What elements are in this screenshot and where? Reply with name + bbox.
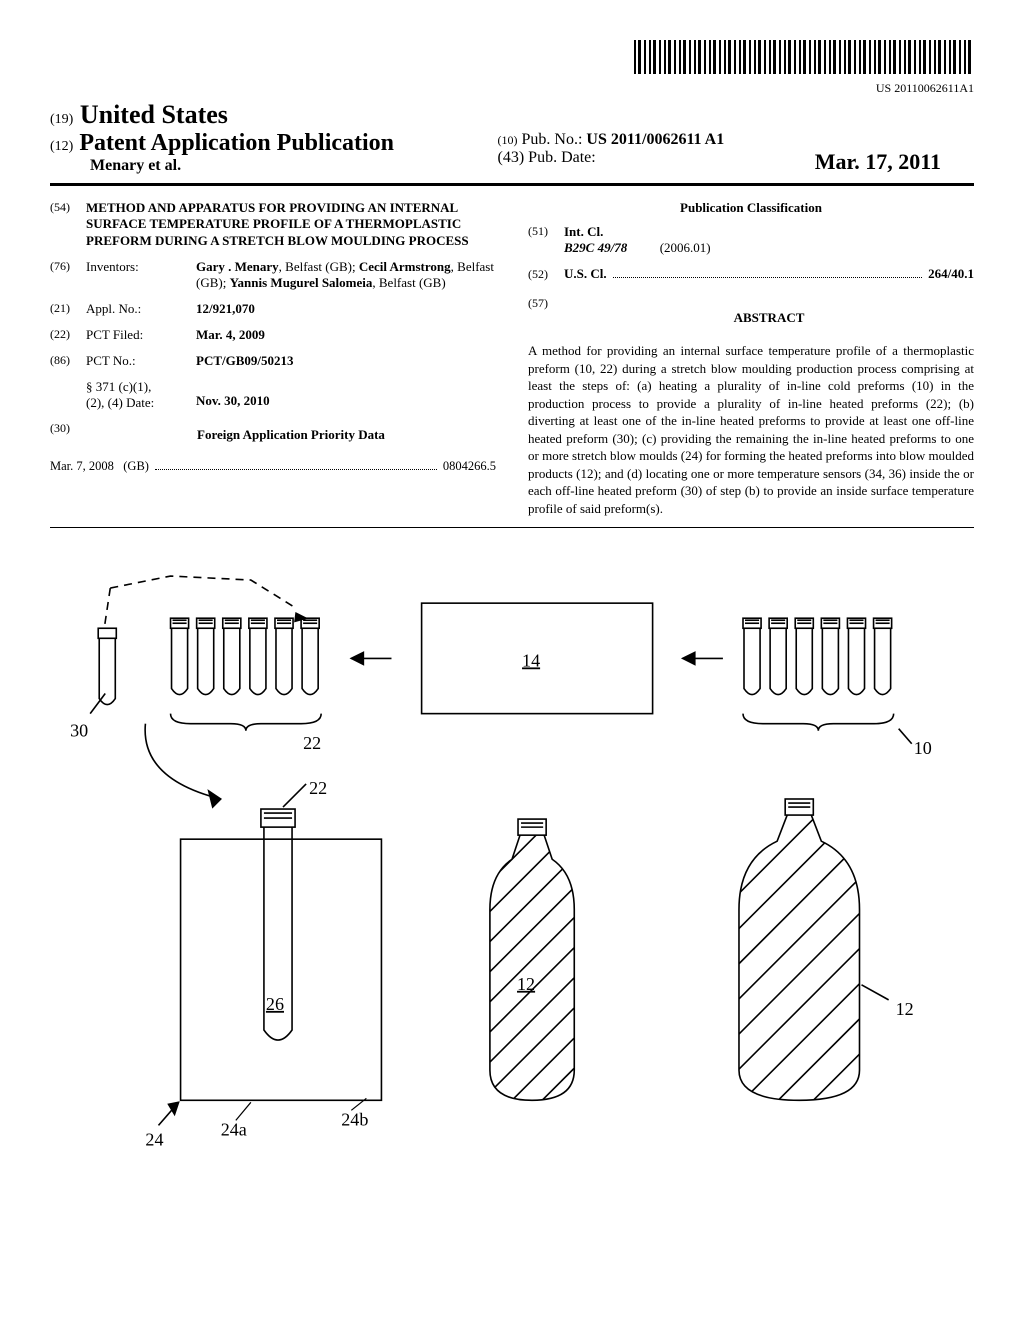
label-30: 30	[70, 721, 88, 741]
label-12a: 12	[517, 974, 535, 994]
intcl-year: (2006.01)	[660, 240, 711, 255]
priority-heading: Foreign Application Priority Data	[86, 427, 496, 443]
pub-type: Patent Application Publication	[79, 130, 394, 156]
label-22a: 22	[303, 733, 321, 753]
intcl-label: Int. Cl.	[564, 224, 974, 240]
appl-num-val: 12/921,070	[196, 301, 496, 317]
uscl-val: 264/40.1	[928, 266, 974, 282]
intcl-code: B29C 49/78	[564, 240, 627, 255]
inventors-val: Gary . Menary, Belfast (GB); Cecil Armst…	[196, 259, 496, 291]
label-24a: 24a	[221, 1120, 247, 1140]
label-24b: 24b	[341, 1110, 368, 1130]
uscl-dots	[613, 267, 923, 278]
pub-date: Mar. 17, 2011	[815, 149, 941, 175]
label-10: 10	[914, 738, 932, 758]
pub-date-label: Pub. Date:	[528, 149, 596, 166]
priority-dots	[155, 459, 437, 470]
header-rule	[50, 183, 974, 186]
inventors-num: (76)	[50, 259, 86, 291]
label-24: 24	[145, 1130, 163, 1150]
barcode-number: US 20110062611A1	[50, 81, 974, 96]
intcl-num: (51)	[528, 224, 564, 256]
priority-date: Mar. 7, 2008	[50, 459, 114, 474]
uscl-num: (52)	[528, 267, 564, 282]
pct-filed-num: (22)	[50, 327, 86, 343]
appl-num-num: (21)	[50, 301, 86, 317]
label-22b: 22	[309, 778, 327, 798]
patent-title: METHOD AND APPARATUS FOR PROVIDING AN IN…	[86, 200, 496, 249]
classification-heading: Publication Classification	[528, 200, 974, 216]
label-12b: 12	[896, 999, 914, 1019]
priority-num: (30)	[50, 421, 86, 449]
patent-figure: 30 22 22 10 14 26 12 12 24 24a 24b	[50, 568, 974, 1196]
abstract-text: A method for providing an internal surfa…	[528, 342, 974, 517]
pub-type-prefix: (12)	[50, 139, 73, 154]
pct-no-label: PCT No.:	[86, 353, 196, 369]
label-26: 26	[266, 994, 284, 1014]
pub-date-prefix: (43)	[498, 149, 525, 166]
pct-filed-val: Mar. 4, 2009	[196, 327, 496, 343]
figure-svg: 30 22 22 10 14 26 12 12 24 24a 24b	[50, 568, 974, 1191]
pct-no-num: (86)	[50, 353, 86, 369]
abstract-heading: ABSTRACT	[564, 310, 974, 326]
pct-no-val: PCT/GB09/50213	[196, 353, 496, 369]
section-371b: (2), (4) Date:	[86, 395, 154, 410]
country-name: United States	[80, 100, 228, 129]
authors: Menary et al.	[90, 157, 494, 175]
abstract-num: (57)	[528, 296, 564, 332]
section-371-date: Nov. 30, 2010	[196, 379, 496, 411]
barcode	[634, 40, 974, 74]
inventors-label: Inventors:	[86, 259, 196, 291]
pub-no-prefix: (10)	[498, 133, 518, 147]
title-num: (54)	[50, 200, 86, 249]
pct-filed-label: PCT Filed:	[86, 327, 196, 343]
label-14: 14	[522, 651, 540, 671]
country-prefix: (19)	[50, 112, 73, 127]
body-rule	[50, 527, 974, 528]
pub-no-label: Pub. No.:	[522, 131, 583, 148]
priority-app: 0804266.5	[443, 459, 496, 474]
barcode-block: US 20110062611A1	[50, 40, 974, 96]
section-371a: § 371 (c)(1),	[86, 379, 151, 394]
pub-no: US 2011/0062611 A1	[586, 131, 724, 148]
priority-country: (GB)	[123, 459, 149, 474]
appl-num-label: Appl. No.:	[86, 301, 196, 317]
uscl-label: U.S. Cl.	[564, 266, 607, 282]
